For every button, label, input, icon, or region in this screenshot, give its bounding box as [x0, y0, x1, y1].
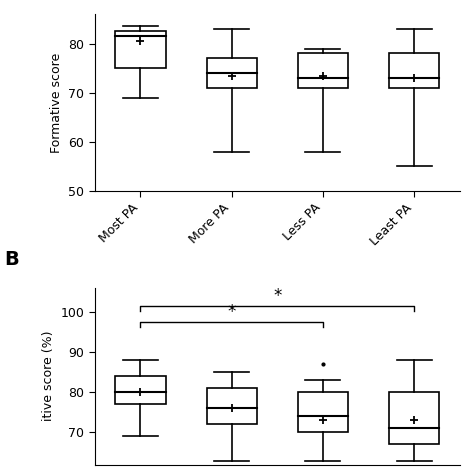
Bar — [298, 392, 348, 432]
Text: *: * — [228, 303, 236, 321]
Text: *: * — [273, 287, 282, 305]
Bar — [207, 58, 257, 88]
Bar — [389, 54, 439, 88]
Text: B: B — [5, 250, 19, 269]
Y-axis label: itive score (%): itive score (%) — [42, 331, 55, 421]
Bar — [115, 31, 165, 68]
Bar — [207, 388, 257, 424]
Y-axis label: Formative score: Formative score — [50, 53, 63, 153]
Bar — [389, 392, 439, 445]
Bar — [298, 54, 348, 88]
Bar — [115, 376, 165, 404]
